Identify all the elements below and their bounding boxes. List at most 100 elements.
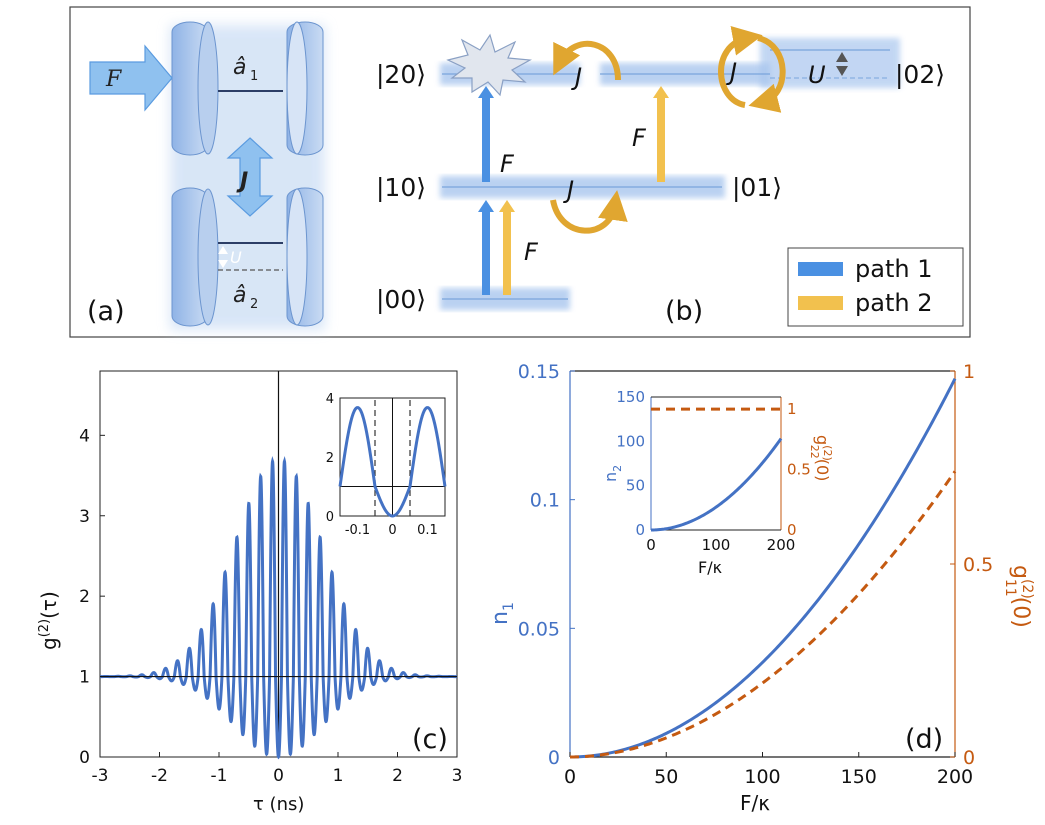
ytick-left-label: 0.15 <box>518 361 560 383</box>
shift-arrow <box>218 246 228 268</box>
coupling-arrow <box>226 137 274 217</box>
blockade-star <box>446 33 532 97</box>
state-02: |02⟩ <box>895 60 945 89</box>
ytick-label: 3 <box>79 507 90 527</box>
U-marker <box>836 52 848 76</box>
svg-text:g(2)22(0): g(2)22(0) <box>808 435 834 481</box>
legend-label-path1: path 1 <box>855 255 932 283</box>
panel-d-ylabel-left: n1 <box>488 602 517 625</box>
n2-curve <box>650 437 783 532</box>
inset-ytick-right-label: 1 <box>787 400 797 418</box>
panel-c-ylabel: g(2)(τ) <box>37 591 61 650</box>
inset-ytick-left-label: 150 <box>616 388 645 406</box>
xtick-label: 150 <box>841 766 877 788</box>
g11-curve <box>569 470 957 759</box>
panel-d-ylabel-right: g(2)11(0) <box>1002 565 1035 628</box>
ytick-label: 0 <box>79 748 90 768</box>
J-arrow-bottom <box>550 190 628 234</box>
svg-text:n1: n1 <box>488 602 517 625</box>
panel-c-inset-ticks: -0.1 0 0.1 0 2 4 <box>326 392 445 538</box>
panel-c-label: (c) <box>412 724 448 755</box>
ytick-label: 1 <box>79 668 90 688</box>
xtick-label: -3 <box>92 766 109 786</box>
J-label-top-right: J <box>726 58 737 86</box>
inset-ytick-right-label: 0 <box>787 521 797 539</box>
J-arrow-top-right-1 <box>718 25 763 108</box>
drive-label: F <box>105 67 122 92</box>
panel-b: |00⟩ |10⟩ |01⟩ |20⟩ |02⟩ F F F J J J U p <box>376 25 964 327</box>
path1-arrow-low <box>478 200 494 295</box>
xtick-label: -2 <box>151 766 168 786</box>
panel-a: F J â 1 â 2 U (a) <box>87 21 325 330</box>
panel-d-inset-ylabel-right: g(2)22(0) <box>808 435 834 481</box>
inset-xtick-label: -0.1 <box>345 523 370 538</box>
xtick-label: 200 <box>937 766 973 788</box>
ytick-label: 4 <box>79 426 90 446</box>
coupling-label: J <box>236 169 248 194</box>
panel-a-label: (a) <box>87 296 125 327</box>
inset-ytick-left-label: 0 <box>635 521 645 539</box>
xtick-label: -1 <box>211 766 228 786</box>
J-label-bottom: J <box>563 176 574 204</box>
legend: path 1 path 2 <box>787 247 964 327</box>
inset-xtick-label: 200 <box>767 536 796 554</box>
J-arrow-top-right-2 <box>748 35 786 113</box>
drive-arrow <box>89 44 173 112</box>
xtick-label: 1 <box>333 766 344 786</box>
F-label-3: F <box>632 124 647 152</box>
mode2-sub: 2 <box>250 297 258 312</box>
legend-swatch-path1 <box>798 262 843 276</box>
cavity-2 <box>171 187 324 327</box>
panel-d-inset-ylabel-left: n2 <box>601 465 624 482</box>
panel-c-ticks: -3 -2 -1 0 1 2 3 0 1 2 3 4 <box>79 426 462 786</box>
xtick-label: 3 <box>452 766 463 786</box>
shift-label: U <box>230 248 242 267</box>
inset-xtick-label: 100 <box>702 536 731 554</box>
J-label-top-left: J <box>571 63 582 91</box>
panel-d-inset-xlabel: F/κ <box>698 558 723 577</box>
state-00: |00⟩ <box>376 285 426 314</box>
path1-arrow-high <box>478 86 494 182</box>
ytick-right-label: 0 <box>963 747 975 769</box>
ytick-right-label: 0.5 <box>963 554 993 576</box>
inset-ytick-right-label: 0.5 <box>787 461 811 479</box>
ytick-left-label: 0.1 <box>530 490 560 512</box>
ytick-left-label: 0.05 <box>518 618 560 640</box>
mode2-label: â <box>233 283 246 308</box>
inset-ytick-left-label: 100 <box>616 432 645 450</box>
panel-d-xlabel: F/κ <box>740 791 770 815</box>
xtick-label: 100 <box>744 766 780 788</box>
J-arrow-top-left <box>553 41 621 81</box>
panel-d-label: (d) <box>905 724 943 755</box>
path2-arrow-high <box>653 86 669 182</box>
mode1-sub: 1 <box>250 69 258 84</box>
panel-c-xlabel: τ (ns) <box>253 794 304 815</box>
F-label-2: F <box>524 238 539 266</box>
path2-arrow-low <box>499 200 515 295</box>
mode1-label: â <box>233 55 246 80</box>
panel-b-label: (b) <box>665 296 703 327</box>
inset-ytick-label: 4 <box>326 392 334 407</box>
inset-xtick-label: 0 <box>646 536 656 554</box>
inset-ytick-left-label: 50 <box>626 477 645 495</box>
cavity-1 <box>171 21 324 156</box>
state-20: |20⟩ <box>376 60 426 89</box>
legend-swatch-path2 <box>798 296 843 310</box>
ytick-right-label: 1 <box>963 361 975 383</box>
inset-ytick-label: 2 <box>326 451 334 466</box>
inset-ytick-label: 0 <box>326 510 334 525</box>
svg-text:n2: n2 <box>601 465 624 482</box>
g2-inset-curve <box>338 406 447 518</box>
svg-text:g(2)(τ): g(2)(τ) <box>37 591 61 650</box>
state-10: |10⟩ <box>376 173 426 202</box>
panel-c: -3 -2 -1 0 1 2 3 0 1 2 3 4 -0.1 0 0.1 0 2 4 τ (ns) g(2)(… <box>37 370 462 815</box>
top-panel-frame <box>69 6 971 338</box>
F-label-1: F <box>500 150 515 178</box>
ytick-left-label: 0 <box>548 747 560 769</box>
n1-curve <box>569 378 957 759</box>
xtick-label: 0 <box>564 766 576 788</box>
